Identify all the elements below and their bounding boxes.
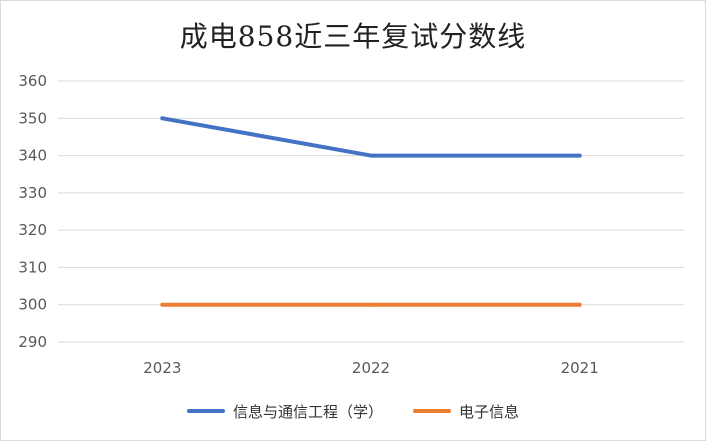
legend: 信息与通信工程（学） 电子信息: [1, 399, 705, 423]
y-tick-label: 340: [18, 147, 47, 165]
legend-swatch-series-1: [186, 409, 225, 413]
chart-title: 成电858近三年复试分数线: [179, 20, 527, 53]
x-tick-label: 2022: [352, 359, 390, 377]
legend-label-series-1: 信息与通信工程（学）: [232, 402, 383, 421]
y-tick-label: 360: [18, 72, 47, 90]
y-tick-label: 300: [18, 296, 47, 314]
legend-item-series-2[interactable]: 电子信息: [413, 401, 519, 422]
y-tick-label: 310: [18, 258, 47, 276]
x-axis-ticks: 2023 2022 2021: [143, 359, 599, 377]
y-tick-label: 290: [18, 333, 47, 351]
data-point[interactable]: [577, 153, 582, 158]
data-point[interactable]: [160, 302, 165, 307]
y-tick-label: 350: [18, 109, 47, 127]
y-tick-label: 320: [18, 221, 47, 239]
data-point[interactable]: [577, 302, 582, 307]
legend-swatch-series-2: [413, 409, 451, 413]
legend-item-series-1[interactable]: 信息与通信工程（学）: [186, 401, 383, 422]
y-axis-ticks: 290 300 310 320 330 340 350 360: [18, 72, 47, 351]
data-point[interactable]: [160, 116, 165, 121]
x-tick-label: 2023: [143, 359, 181, 377]
x-tick-label: 2021: [561, 359, 599, 377]
series-lines: [160, 116, 582, 307]
y-tick-label: 330: [18, 184, 47, 202]
legend-label-series-2: 电子信息: [459, 402, 520, 421]
data-point[interactable]: [369, 153, 373, 158]
series-line-1[interactable]: [160, 116, 582, 158]
data-point[interactable]: [369, 302, 373, 307]
